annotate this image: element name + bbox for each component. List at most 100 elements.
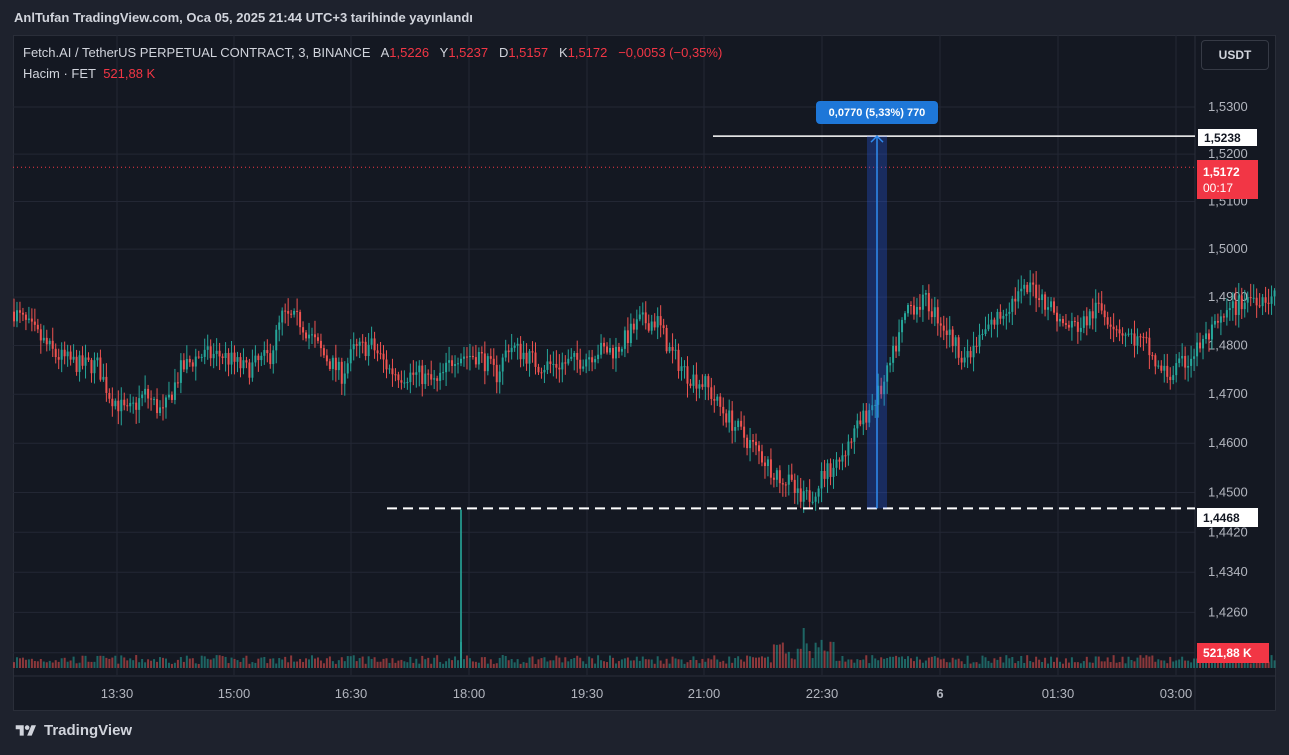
volume-bar	[102, 655, 105, 668]
close-value: 1,5172	[567, 45, 608, 60]
y-tick-label: 1,4420	[1208, 524, 1248, 539]
volume-bar	[379, 661, 382, 668]
candle-body	[308, 334, 311, 339]
volume-bar	[153, 659, 156, 668]
candle-body	[462, 356, 465, 359]
candle-body	[340, 361, 343, 384]
candle-body	[474, 357, 477, 365]
volume-bar	[1258, 659, 1261, 668]
candle-body	[728, 410, 731, 423]
volume-bar	[915, 656, 918, 668]
candle-body	[48, 340, 51, 345]
volume-bar	[24, 659, 27, 668]
candle-body	[355, 344, 358, 346]
candle-body	[948, 329, 951, 335]
candle-body	[164, 397, 167, 408]
volume-bar	[84, 655, 87, 668]
volume-bar	[176, 659, 179, 668]
candle-body	[1270, 296, 1273, 304]
volume-bar	[293, 661, 296, 668]
candle-body	[367, 344, 370, 357]
candle-body	[814, 496, 817, 502]
candle-body	[302, 327, 305, 333]
volume-bar	[492, 663, 495, 668]
candle-body	[251, 362, 254, 378]
volume-bar	[588, 656, 591, 668]
volume-bar	[468, 658, 471, 668]
candle-body	[1219, 316, 1222, 323]
volume-bar	[1023, 662, 1026, 668]
volume-bar	[865, 655, 868, 668]
candle-body	[1103, 310, 1106, 318]
volume-bar	[832, 641, 835, 668]
candle-body	[33, 321, 36, 325]
volume-bar	[224, 656, 227, 668]
measure-label[interactable]: 0,0770 (5,33%) 770	[816, 101, 938, 124]
currency-unit-button[interactable]: USDT	[1201, 40, 1269, 70]
candle-body	[63, 349, 66, 357]
chart-frame	[13, 35, 1276, 711]
candle-body	[54, 348, 57, 358]
candle-body	[13, 311, 15, 322]
candle-body	[1178, 358, 1181, 364]
volume-bar	[299, 658, 302, 668]
volume-bar	[1267, 661, 1270, 668]
volume-bar	[817, 647, 820, 668]
volume-bar	[719, 661, 722, 668]
volume-bar	[129, 658, 132, 668]
volume-bar	[617, 661, 620, 668]
volume-bar	[716, 659, 719, 668]
candle-body	[284, 310, 287, 312]
candle-body	[701, 384, 704, 387]
volume-bar	[1154, 661, 1157, 668]
volume-bar	[451, 660, 454, 668]
candle-body	[394, 374, 397, 376]
volume-bar	[257, 658, 260, 668]
candle-body	[1202, 339, 1205, 349]
volume-bar	[1124, 663, 1127, 668]
candle-body	[796, 488, 799, 493]
volume-bar	[1231, 662, 1234, 668]
change-value: −0,0053 (−0,35%)	[618, 45, 723, 60]
volume-bar	[519, 663, 522, 668]
candle-body	[69, 351, 72, 360]
candle-body	[144, 388, 147, 395]
candle-body	[1222, 316, 1225, 318]
volume-bar	[1088, 662, 1091, 668]
volume-bar	[811, 658, 814, 668]
tradingview-logo-icon	[15, 724, 36, 736]
volume-bar	[1261, 659, 1264, 668]
candle-body	[921, 294, 924, 310]
candle-body	[66, 351, 69, 357]
volume-bar	[263, 657, 266, 668]
chart-canvas[interactable]: 1,53001,52001,51001,50001,49001,48001,47…	[13, 35, 1276, 711]
candle-body	[930, 311, 933, 318]
candle-body	[352, 344, 355, 350]
volume-bar	[355, 661, 358, 668]
candle-body	[1258, 305, 1261, 307]
volume-bar	[403, 661, 406, 668]
candle-body	[1094, 302, 1097, 319]
symbol-title[interactable]: Fetch.AI / TetherUS PERPETUAL CONTRACT, …	[23, 45, 371, 60]
candle-body	[430, 374, 433, 380]
volume-bar	[874, 658, 877, 668]
volume-bar	[1196, 658, 1199, 668]
candle-body	[641, 312, 644, 315]
candle-body	[141, 394, 144, 399]
volume-label[interactable]: Hacim · FET	[23, 66, 96, 81]
footer-brand-label: TradingView	[44, 722, 133, 739]
candle-body	[1252, 297, 1255, 299]
volume-bar	[27, 659, 30, 668]
candle-body	[892, 345, 895, 363]
candle-body	[170, 394, 173, 400]
candle-body	[334, 357, 337, 371]
candle-body	[1127, 333, 1130, 335]
candle-body	[197, 356, 200, 358]
footer-brand[interactable]: TradingView	[14, 722, 132, 739]
candle-body	[1079, 327, 1082, 332]
candle-body	[1076, 321, 1079, 332]
volume-bar	[555, 655, 558, 668]
candle-body	[975, 345, 978, 347]
volume-bar	[763, 657, 766, 668]
candle-body	[1070, 321, 1073, 328]
